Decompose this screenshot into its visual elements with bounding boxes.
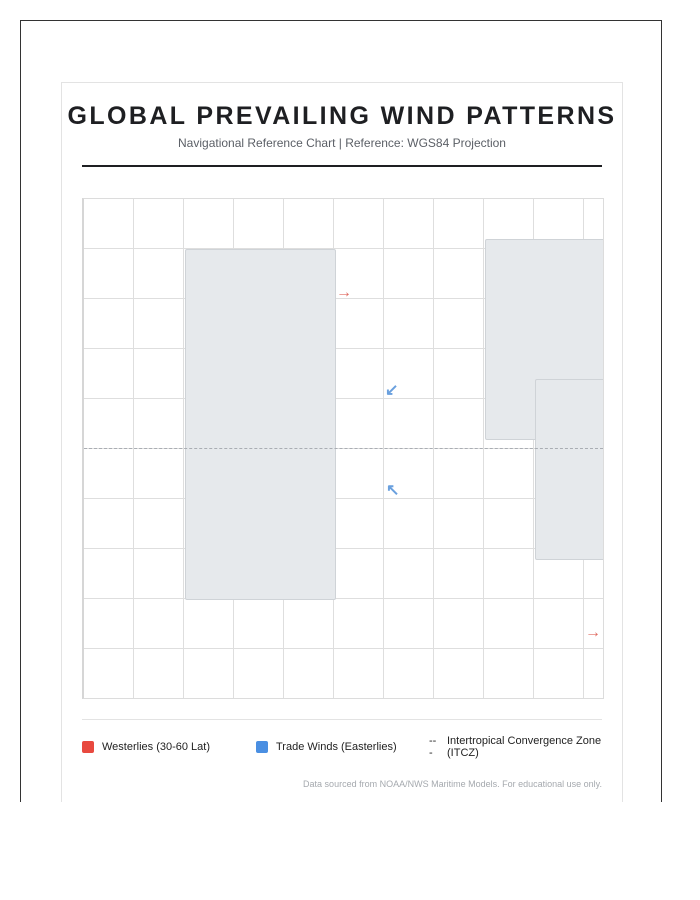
footer-note: Data sourced from NOAA/NWS Maritime Mode… bbox=[303, 779, 602, 789]
legend: Westerlies (30-60 Lat) Trade Winds (East… bbox=[82, 735, 602, 765]
trade-winds-swatch-icon bbox=[256, 741, 268, 753]
wind-map: → ↙ ↖ → bbox=[82, 198, 604, 699]
legend-divider bbox=[82, 719, 602, 720]
westerly-arrow-icon: → bbox=[336, 284, 352, 301]
legend-label: Trade Winds (Easterlies) bbox=[276, 741, 397, 753]
chart-card: GLOBAL PREVAILING WIND PATTERNS Navigati… bbox=[61, 82, 623, 802]
grid-line-horizontal bbox=[84, 248, 603, 249]
grid-line-horizontal bbox=[84, 498, 603, 499]
page-frame: GLOBAL PREVAILING WIND PATTERNS Navigati… bbox=[20, 20, 662, 802]
grid-line-horizontal bbox=[84, 598, 603, 599]
header-divider bbox=[82, 165, 602, 167]
grid-line-horizontal bbox=[84, 648, 603, 649]
legend-item-westerlies: Westerlies (30-60 Lat) bbox=[82, 735, 210, 754]
landmass-3 bbox=[535, 379, 603, 560]
page-subtitle: Navigational Reference Chart | Reference… bbox=[178, 136, 506, 150]
trade-wind-arrow-icon: ↙ bbox=[385, 382, 399, 399]
trade-wind-arrow-icon: ↖ bbox=[386, 482, 400, 499]
westerlies-swatch-icon bbox=[82, 741, 94, 753]
westerly-arrow-icon: → bbox=[585, 624, 601, 641]
landmass-1 bbox=[185, 249, 336, 600]
legend-item-itcz: -- - Intertropical Convergence Zone (ITCZ… bbox=[429, 735, 607, 759]
legend-label: Westerlies (30-60 Lat) bbox=[102, 741, 211, 753]
grid-line-horizontal bbox=[84, 298, 603, 299]
dashed-line-icon: -- - bbox=[429, 735, 437, 759]
grid-line-horizontal bbox=[84, 548, 603, 549]
grid-line-horizontal bbox=[84, 348, 603, 349]
legend-label: Intertropical Convergence Zone (ITCZ) bbox=[447, 735, 602, 759]
page-title: GLOBAL PREVAILING WIND PATTERNS bbox=[67, 102, 617, 130]
grid-line-horizontal bbox=[84, 398, 603, 399]
itcz-line bbox=[84, 448, 603, 449]
legend-item-trade-winds: Trade Winds (Easterlies) bbox=[256, 735, 397, 754]
